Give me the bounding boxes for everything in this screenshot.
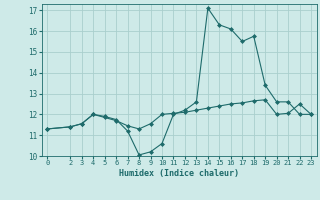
X-axis label: Humidex (Indice chaleur): Humidex (Indice chaleur)	[119, 169, 239, 178]
